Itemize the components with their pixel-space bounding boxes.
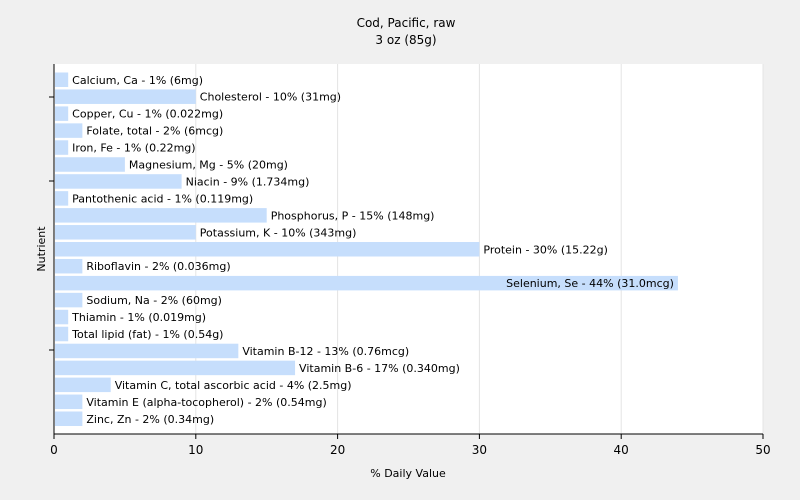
- bar-label: Calcium, Ca - 1% (6mg): [72, 74, 203, 87]
- bar: [55, 360, 296, 376]
- bar: [55, 89, 196, 104]
- bar-label: Sodium, Na - 2% (60mg): [86, 294, 222, 307]
- bar-label: Vitamin B-6 - 17% (0.340mg): [299, 362, 460, 375]
- bar: [55, 72, 69, 87]
- bar: [55, 326, 69, 342]
- bar-label: Niacin - 9% (1.734mg): [186, 175, 310, 188]
- bar-label: Pantothenic acid - 1% (0.119mg): [72, 192, 253, 205]
- bar-label: Thiamin - 1% (0.019mg): [71, 311, 206, 324]
- bar: [55, 309, 69, 325]
- bar: [55, 242, 480, 257]
- bar-label: Iron, Fe - 1% (0.22mg): [72, 142, 195, 155]
- bar: [55, 275, 678, 291]
- x-tick-label: 0: [50, 443, 58, 457]
- axes: 0 10 20 30 40 50: [49, 64, 771, 457]
- bar-label: Protein - 30% (15.22g): [483, 243, 608, 256]
- bar-label: Selenium, Se - 44% (31.0mcg): [506, 277, 674, 290]
- bar: [55, 225, 196, 240]
- bar-label: Phosphorus, P - 15% (148mg): [271, 209, 435, 222]
- bar: [55, 140, 69, 155]
- bar-label: Vitamin E (alpha-tocopherol) - 2% (0.54m…: [86, 396, 326, 409]
- bar: [55, 343, 239, 359]
- bar-label: Copper, Cu - 1% (0.022mg): [72, 108, 223, 121]
- x-tick-label: 20: [330, 443, 345, 457]
- bars: Calcium, Ca - 1% (6mg) Cholesterol - 10% …: [55, 72, 678, 426]
- bar: [55, 258, 83, 274]
- x-tick-label: 40: [614, 443, 629, 457]
- bar-label: Total lipid (fat) - 1% (0.54g): [71, 328, 223, 341]
- x-tick-label: 30: [472, 443, 487, 457]
- bar: [55, 123, 83, 138]
- bar: [55, 106, 69, 121]
- bar-label: Vitamin B-12 - 13% (0.76mcg): [242, 345, 409, 358]
- bar: [55, 191, 69, 206]
- bar-label: Zinc, Zn - 2% (0.34mg): [86, 413, 214, 426]
- y-axis-label: Nutrient: [35, 226, 48, 272]
- bar-label: Riboflavin - 2% (0.036mg): [86, 260, 230, 273]
- bar-label: Magnesium, Mg - 5% (20mg): [129, 159, 288, 172]
- bar-label: Vitamin C, total ascorbic acid - 4% (2.5…: [115, 379, 352, 392]
- chart-subtitle: 3 oz (85g): [375, 33, 436, 47]
- x-tick-label: 10: [188, 443, 203, 457]
- bar-label: Folate, total - 2% (6mcg): [86, 125, 223, 138]
- bar-label: Potassium, K - 10% (343mg): [200, 226, 357, 239]
- chart-title: Cod, Pacific, raw: [357, 16, 456, 30]
- bar-label: Cholesterol - 10% (31mg): [200, 91, 341, 104]
- x-axis-label: % Daily Value: [370, 467, 446, 480]
- x-tick-label: 50: [755, 443, 770, 457]
- bar: [55, 157, 125, 172]
- bar: [55, 174, 182, 189]
- bar: [55, 377, 111, 393]
- bar: [55, 208, 267, 223]
- bar: [55, 292, 83, 308]
- bar: [55, 394, 83, 410]
- bar: [55, 411, 83, 426]
